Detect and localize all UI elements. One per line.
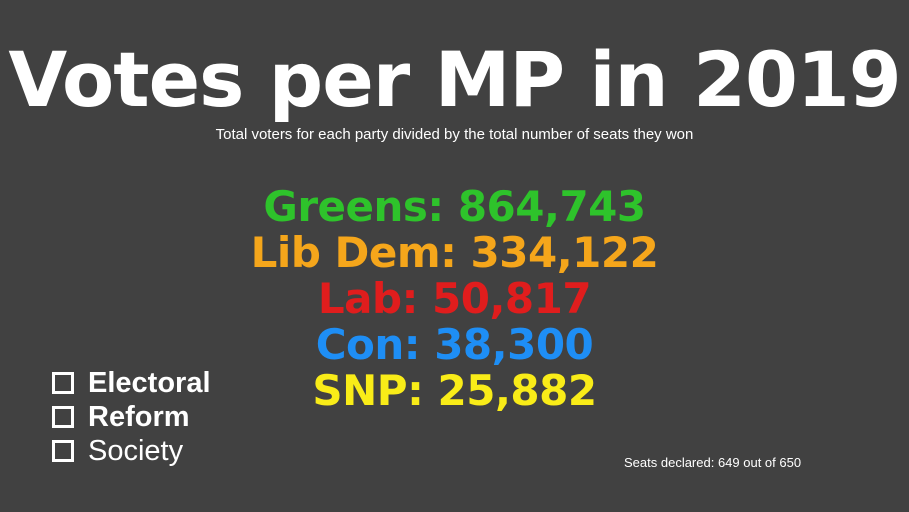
logo-word-society: Society	[88, 434, 184, 467]
page-title: Votes per MP in 2019	[8, 35, 901, 124]
electoral-reform-society-logo: Electoral Reform Society	[52, 366, 211, 468]
result-labour: Lab: 50,817	[317, 274, 592, 323]
seats-declared-note: Seats declared: 649 out of 650	[624, 455, 802, 470]
logo-row-society: Society	[52, 434, 211, 468]
checkbox-icon	[52, 440, 74, 462]
result-lib-dem: Lib Dem: 334,122	[250, 228, 659, 277]
results-list: Greens: 864,743 Lib Dem: 334,122 Lab: 50…	[0, 184, 909, 414]
subtitle: Total voters for each party divided by t…	[215, 126, 694, 143]
result-snp: SNP: 25,882	[312, 366, 597, 415]
logo-row-reform: Reform	[52, 400, 211, 434]
checkbox-icon	[52, 406, 74, 428]
checkbox-icon	[52, 372, 74, 394]
logo-row-electoral: Electoral	[52, 366, 211, 400]
result-conservative: Con: 38,300	[315, 320, 594, 369]
logo-word-reform: Reform	[88, 400, 190, 433]
logo-word-electoral: Electoral	[88, 366, 211, 399]
result-greens: Greens: 864,743	[263, 182, 646, 231]
